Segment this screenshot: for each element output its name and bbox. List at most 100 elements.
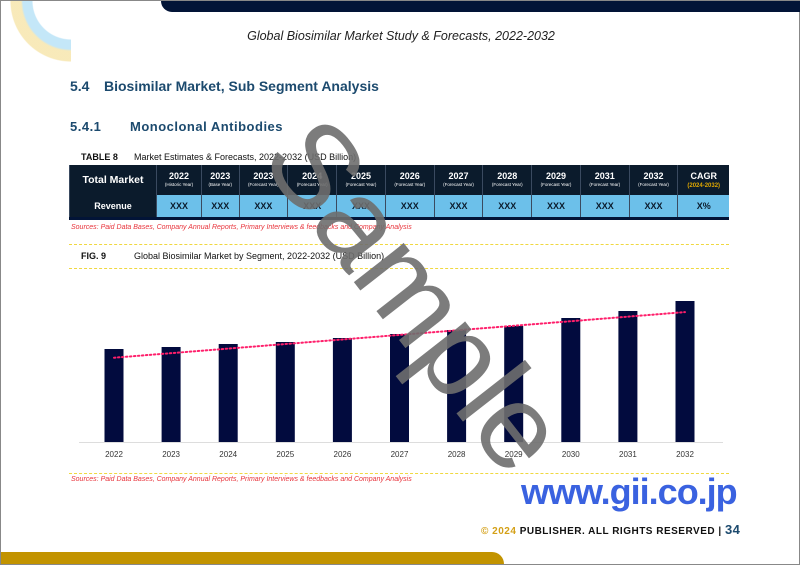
bar-2024 [218, 344, 238, 442]
cagr-period: (2024-2032) [687, 182, 721, 189]
year-column-header: 2024 (Forecast Year) [287, 165, 337, 195]
year-type: (Forecast Year) [296, 182, 328, 188]
year-type: (Historic Year) [164, 182, 194, 188]
cagr-label: CAGR [690, 170, 717, 181]
subsection-title: Monoclonal Antibodies [130, 119, 284, 134]
bar-2025 [275, 342, 295, 442]
figure-label: FIG. 9 [81, 251, 107, 261]
year: 2023 [253, 171, 274, 182]
section-heading: 5.4 Biosimilar Market, Sub Segment Analys… [70, 78, 379, 94]
revenue-cell: XXX [200, 195, 240, 218]
bar-2029 [504, 326, 524, 442]
revenue-cell: XXX [628, 195, 678, 218]
year-column-header: 2027 (Forecast Year) [433, 165, 483, 195]
cagr-cell: X% [677, 195, 729, 218]
year-type: (Forecast Year) [589, 182, 621, 188]
decorative-dots [1, 1, 71, 86]
year: 2026 [399, 171, 420, 182]
table-row: Revenue XXX XXX XXX XXX XXX XXX XXX XXX XXX XXX XX… [69, 195, 729, 218]
year-type: (Forecast Year) [248, 182, 279, 188]
bar-chart: 2022 2023 2024 2025 2026 2027 2028 2029 2030 2031… [79, 301, 723, 459]
subsection-heading: 5.4.1 Monoclonal Antibodies [70, 119, 283, 134]
row-label: Revenue [69, 195, 157, 218]
document-title: Global Biosimilar Market Study & Forecas… [247, 29, 555, 43]
bar-2023 [161, 347, 181, 442]
site-url: www.gii.co.jp [521, 471, 738, 512]
market-table: Total Market 2022 (Historic Year) 2023 (Bas… [69, 165, 729, 220]
year: 2032 [643, 171, 664, 182]
subsection-number: 5.4.1 [70, 119, 102, 134]
revenue-cell: XXX [482, 195, 532, 218]
figure-caption: FIG. 9 Global Biosimilar Market by Segmen… [81, 251, 384, 261]
year: 2027 [448, 171, 469, 182]
revenue-cell: XXX [579, 195, 630, 218]
divider [69, 244, 729, 245]
table-source: Sources: Paid Data Bases, Company Annual… [71, 224, 412, 231]
divider [69, 473, 729, 474]
year: 2029 [546, 171, 567, 182]
year-column-header: 2023 (Forecast Year) [238, 165, 288, 195]
bar-2032 [675, 301, 695, 442]
x-tick-label: 2032 [676, 450, 694, 459]
year: 2025 [350, 171, 371, 182]
bar-2022 [104, 349, 124, 442]
year: 2024 [302, 171, 323, 182]
revenue-cell: XXX [384, 195, 435, 218]
rights-text: PUBLISHER. ALL RIGHTS RESERVED | [519, 526, 722, 537]
footer-bar [1, 552, 504, 564]
year-type: (Forecast Year) [638, 182, 669, 188]
revenue-cell: XXX [287, 195, 337, 218]
x-tick-label: 2028 [448, 450, 466, 459]
bar-2031 [618, 311, 638, 442]
year-column-header: 2026 (Forecast Year) [384, 165, 435, 195]
footer: © 2024 PUBLISHER. ALL RIGHTS RESERVED | … [481, 522, 740, 537]
section-title: Biosimilar Market, Sub Segment Analysis [104, 78, 379, 94]
table-label: TABLE 8 [81, 152, 118, 162]
copyright: © 2024 [481, 526, 517, 537]
year-column-header: 2031 (Forecast Year) [579, 165, 630, 195]
year-type: (Forecast Year) [540, 182, 572, 188]
table-caption-text: Market Estimates & Forecasts, 2022-2032 … [134, 152, 357, 162]
revenue-cell: XXX [156, 195, 202, 218]
year-type: (Forecast Year) [345, 182, 377, 188]
x-tick-label: 2027 [391, 450, 409, 459]
x-tick-label: 2023 [162, 450, 180, 459]
table-header-row: Total Market 2022 (Historic Year) 2023 (Bas… [69, 165, 729, 195]
bar-2028 [447, 330, 467, 442]
year: 2023 [210, 171, 231, 182]
year-type: (Forecast Year) [394, 182, 426, 188]
row-header: Total Market [69, 165, 157, 195]
year-column-header: 2023 (Base Year) [200, 165, 240, 195]
year-column-header: 2028 (Forecast Year) [482, 165, 532, 195]
figure-caption-text: Global Biosimilar Market by Segment, 202… [134, 251, 385, 261]
year-column-header: 2022 (Historic Year) [156, 165, 202, 195]
revenue-cell: XXX [238, 195, 288, 218]
revenue-cell: XXX [336, 195, 386, 218]
x-tick-label: 2026 [334, 450, 352, 459]
year-column-header: 2032 (Forecast Year) [628, 165, 678, 195]
page-number: 34 [724, 522, 741, 537]
trend-line [113, 311, 686, 359]
year-type: (Base Year) [208, 182, 232, 188]
table-caption: TABLE 8 Market Estimates & Forecasts, 202… [81, 152, 356, 162]
year-column-header: 2025 (Forecast Year) [336, 165, 386, 195]
x-tick-label: 2025 [276, 450, 294, 459]
x-tick-label: 2024 [219, 450, 237, 459]
cagr-header: CAGR (2024-2032) [677, 165, 729, 195]
year-column-header: 2029 (Forecast Year) [531, 165, 581, 195]
revenue-cell: XXX [531, 195, 581, 218]
year-type: (Forecast Year) [443, 182, 474, 188]
divider [69, 268, 729, 269]
x-tick-label: 2022 [105, 450, 123, 459]
year: 2028 [497, 171, 518, 182]
x-tick-label: 2029 [505, 450, 523, 459]
bar-2026 [332, 338, 352, 442]
bar-2027 [390, 334, 409, 442]
x-tick-label: 2030 [562, 450, 580, 459]
header-bar [161, 1, 800, 12]
figure-source: Sources: Paid Data Bases, Company Annual… [71, 476, 412, 483]
x-tick-label: 2031 [619, 450, 637, 459]
revenue-cell: XXX [433, 195, 483, 218]
bar-2030 [561, 318, 581, 442]
year-type: (Forecast Year) [491, 182, 523, 188]
